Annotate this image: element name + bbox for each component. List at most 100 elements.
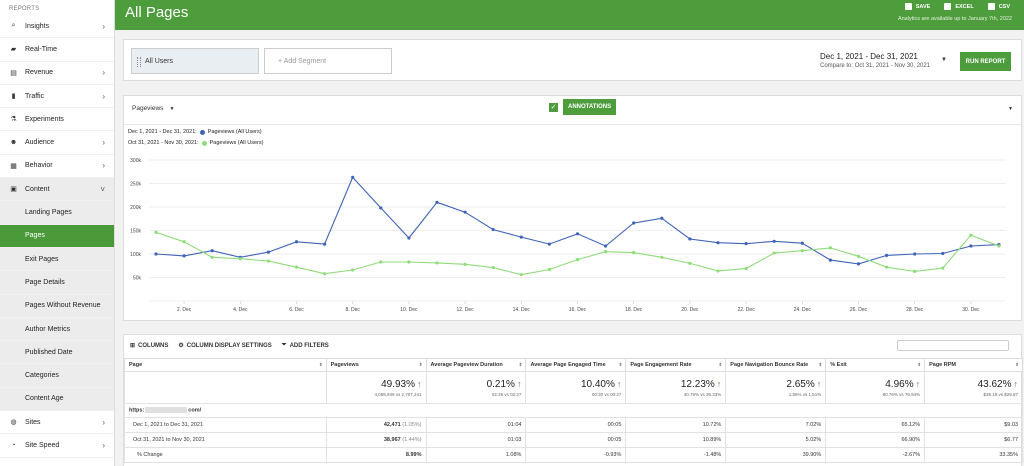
data-point [688, 237, 692, 241]
content-icon: ▣ [10, 186, 17, 194]
data-point [519, 235, 523, 239]
sidebar-item-label: Author Metrics [25, 325, 71, 333]
column-header-average-page-engaged-time[interactable]: Average Page Engaged Time ⇕ [525, 358, 627, 372]
segment-all-users[interactable]: All Users [131, 48, 259, 74]
annotations-checkbox[interactable]: ✓ [549, 102, 558, 112]
pages-table: Page ⇕ Pageviews ⇕ Average Pageview Duration… [124, 358, 1023, 463]
sidebar-item-sites[interactable]: ◍ Sites › [0, 411, 114, 435]
sidebar: REPORTS ⌕ Insights › ▰ Real-Time ▤ Revenue › ▮ Tr… [0, 0, 115, 466]
chart-collapse-icon[interactable]: ▼ [1008, 106, 1013, 112]
sidebar-item-label: Exit Pages [25, 255, 59, 263]
column-header-pageviews[interactable]: Pageviews ⇕ [325, 358, 427, 372]
sidebar-item-published-date[interactable]: Published Date [0, 341, 114, 365]
data-point [266, 259, 270, 263]
sort-icon[interactable]: ⇕ [318, 362, 323, 367]
sidebar-item-content-age[interactable]: Content Age [0, 387, 114, 412]
x-tick-label: 10. Dec [400, 307, 418, 313]
annotations-button[interactable]: ANNOTATIONS [563, 99, 617, 115]
excel-label: EXCEL [955, 3, 974, 10]
summary-row: 49.93% ↑ 4,058,949 vs 2,707,241 0.21% ↑ 02:26… [124, 371, 1023, 404]
csv-icon [987, 3, 995, 10]
sidebar-item-insights[interactable]: ⌕ Insights › [0, 15, 114, 39]
speed-icon: ◔ [11, 441, 16, 449]
sidebar-item-author-metrics[interactable]: Author Metrics [0, 317, 114, 342]
sort-icon[interactable]: ⇕ [818, 362, 823, 367]
data-point [885, 265, 889, 269]
run-report-button[interactable]: RUN REPORT [960, 52, 1011, 71]
metric-selector[interactable]: Pageviews ▼ [132, 105, 174, 112]
page-title: All Pages [125, 4, 189, 21]
data-point [997, 244, 1001, 248]
sidebar-item-audience[interactable]: ☻ Audience › [0, 131, 114, 155]
sidebar-item-label: Categories [25, 372, 59, 380]
data-point [379, 260, 383, 264]
column-header-page-navigation-bounce-rate[interactable]: Page Navigation Bounce Rate ⇕ [725, 358, 827, 372]
add-filters-button[interactable]: ⏷ ADD FILTERS [281, 342, 329, 349]
sidebar-item-label: Pages Without Revenue [25, 302, 101, 310]
data-point [351, 268, 355, 272]
column-header-average-pageview-duration[interactable]: Average Pageview Duration ⇕ [425, 358, 527, 372]
arrow-up-icon: ↑ [417, 378, 422, 389]
sidebar-item-landing-pages[interactable]: Landing Pages [0, 201, 114, 225]
column-display-settings-button[interactable]: ⚙ COLUMN DISPLAY SETTINGS [178, 342, 272, 350]
series-line-previous [155, 231, 1000, 276]
csv-button[interactable]: CSV [987, 3, 1010, 10]
sidebar-item-content[interactable]: ▣ Content ˅ [0, 178, 114, 202]
y-tick-label: 150k [130, 229, 141, 235]
data-point [491, 266, 495, 270]
x-tick-label: 22. Dec [737, 307, 755, 313]
csv-label: CSV [998, 3, 1010, 10]
data-point [154, 252, 158, 256]
sort-icon[interactable]: ⇕ [917, 362, 922, 367]
sidebar-item-exit-pages[interactable]: Exit Pages [0, 247, 114, 272]
pageviews-line-chart: 300k 250k 200k 150k 100k 50k 2. Dec 4. Dec 6. De… [130, 158, 1006, 313]
table-search-input[interactable] [897, 340, 1009, 351]
y-tick-label: 300k [130, 158, 141, 164]
sidebar-item-experiments[interactable]: ⚗ Experiments [0, 108, 114, 132]
data-point [463, 262, 467, 266]
sidebar-item-categories[interactable]: Categories [0, 364, 114, 388]
sidebar-item-revenue[interactable]: ▤ Revenue › [0, 62, 114, 85]
sidebar-item-page-details[interactable]: Page Details [0, 271, 114, 295]
sidebar-item-pages[interactable]: Pages [0, 224, 114, 248]
sidebar-item-site-speed[interactable]: ◔ Site Speed › [0, 434, 114, 458]
sort-icon[interactable]: ⇕ [618, 362, 623, 367]
save-button[interactable]: SAVE [904, 3, 930, 10]
sidebar-item-behavior[interactable]: ▦ Behavior › [0, 155, 114, 179]
table-row: Dec 1, 2021 to Dec 31, 2021 42,471 (1.05%… [124, 417, 1023, 433]
settings-icon: ⚙ [178, 343, 184, 349]
availability-note: Analytics are available up to January 7t… [897, 16, 1012, 22]
segment-bar: All Users + Add Segment Dec 1, 2021 - De… [123, 39, 1022, 81]
column-header-page-engagement-rate[interactable]: Page Engagement Rate ⇕ [625, 358, 727, 372]
data-point [772, 251, 776, 255]
sidebar-item-label: Site Speed [25, 441, 60, 449]
column-header-page-rpm[interactable]: Page RPM ⇕ [924, 358, 1023, 372]
x-tick-label: 18. Dec [625, 307, 643, 313]
x-tick-label: 12. Dec [456, 307, 474, 313]
x-tick-label: 14. Dec [513, 307, 531, 313]
sort-icon[interactable]: ⇕ [518, 362, 523, 367]
date-range-compare: Compare to: Oct 31, 2021 - Nov 30, 2021 [820, 63, 931, 69]
column-header-page[interactable]: Page ⇕ [124, 358, 327, 372]
sort-icon[interactable]: ⇕ [718, 362, 723, 367]
columns-button[interactable]: ⊞ COLUMNS [130, 342, 169, 350]
add-segment-button[interactable]: + Add Segment [264, 48, 392, 74]
excel-button[interactable]: EXCEL [944, 3, 974, 10]
data-point [379, 206, 383, 210]
sidebar-item-real-time[interactable]: ▰ Real-Time [0, 38, 114, 62]
page-url-row[interactable]: https: com/ [124, 403, 1023, 418]
summary-cell: 12.23% ↑ 40.78% vs 36.33% [625, 371, 727, 404]
sort-icon[interactable]: ⇕ [418, 362, 423, 367]
summary-cell: 0.21% ↑ 02:26 vs 02:27 [425, 371, 527, 404]
data-point [351, 175, 355, 179]
sidebar-item-label: Sites [25, 418, 41, 426]
data-point [519, 273, 523, 277]
data-point [716, 241, 720, 245]
excel-icon [944, 3, 952, 10]
sidebar-item-traffic[interactable]: ▮ Traffic › [0, 85, 114, 109]
data-point [407, 260, 411, 264]
sort-icon[interactable]: ⇕ [1015, 362, 1019, 367]
column-header--exit[interactable]: % Exit ⇕ [825, 358, 926, 372]
sidebar-item-pages-without-revenue[interactable]: Pages Without Revenue [0, 294, 114, 318]
date-range-picker[interactable]: Dec 1, 2021 - Dec 31, 2021 Compare to: O… [820, 52, 947, 69]
